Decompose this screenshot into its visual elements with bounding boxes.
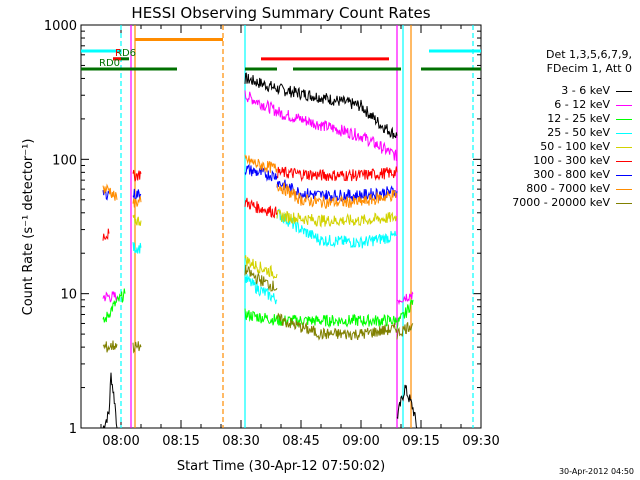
legend-label: 3 - 6 keV [561,84,610,97]
y-axis-label: Count Rate (s⁻¹ detector⁻¹) [21,139,36,316]
series-line [244,274,278,305]
x-tick-label: 08:45 [282,434,319,449]
legend-label: 12 - 25 keV [547,112,610,125]
flag-label: F [115,48,121,59]
series-line [396,322,414,340]
plot-frame [80,24,482,429]
legend-entry: 6 - 12 keV [554,98,632,111]
legend-swatch [616,188,632,190]
series-line [102,291,118,303]
x-axis-label: Start Time (30-Apr-12 07:50:02) [177,459,385,474]
legend-entry: 3 - 6 keV [561,84,632,97]
series-line [132,196,142,208]
series-line [132,169,142,182]
legend-swatch [616,90,632,92]
legend-header-line: FDecim 1, Att 0 [546,62,632,75]
series-line [102,183,118,201]
legend-swatch [616,146,632,148]
series-line [132,242,142,254]
legend-swatch [616,202,632,204]
series-line [244,197,278,219]
legend-entry: 25 - 50 keV [547,126,632,139]
legend-entry: 800 - 7000 keV [526,182,632,195]
legend-swatch [616,160,632,162]
series-line [102,340,118,353]
series-line [396,291,414,306]
x-tick-label: 09:00 [342,434,379,449]
series-line [276,208,398,249]
x-tick-label: 09:30 [462,434,499,449]
series-line [244,255,278,280]
chart-title: HESSI Observing Summary Count Rates [131,4,430,22]
flag-label: RD0 [99,58,120,69]
legend-entry: 50 - 100 keV [540,140,632,153]
x-tick-label: 08:30 [222,434,259,449]
legend-entry: 300 - 800 keV [533,168,632,181]
legend-header-line: Det 1,3,5,6,7,9, [545,48,632,61]
legend-label: 6 - 12 keV [554,98,610,111]
legend-label: 300 - 800 keV [533,168,610,181]
series-line [244,308,398,329]
series-line [244,90,398,161]
series-line [276,312,398,341]
x-tick-label: 09:15 [402,434,439,449]
plot-area: 1 10 100 1000 08:00 08:15 08:30 08:45 09:00 09:15… [44,19,500,449]
y-tick-label: 10 [60,288,77,303]
series-line [244,264,278,292]
series-line [276,182,398,209]
series-line [276,166,398,183]
x-tick-label: 08:00 [102,434,139,449]
y-tick-label: 1 [69,422,77,437]
plot-content [81,25,481,428]
y-tick-label: 1000 [44,19,77,34]
timestamp-stamp: 30-Apr-2012 04:50 [558,467,634,476]
legend-swatch [616,132,632,134]
series-line [244,163,278,182]
legend-swatch [616,118,632,120]
legend-entry: 100 - 300 keV [533,154,632,167]
series-line [132,214,142,226]
legend-swatch [616,104,632,106]
legend-label: 25 - 50 keV [547,126,610,139]
series-line [244,154,278,173]
series-line [396,299,414,330]
x-tick-label: 08:15 [162,434,199,449]
series-line [396,384,418,428]
legend-label: 100 - 300 keV [533,154,610,167]
legend-label: 7000 - 20000 keV [512,196,610,209]
legend-label: 50 - 100 keV [540,140,610,153]
series-line [102,228,110,241]
legend-label: 800 - 7000 keV [526,182,610,195]
series-line [276,179,398,203]
legend-header: Det 1,3,5,6,7,9, FDecim 1, Att 0 [508,48,632,76]
legend-entry: 12 - 25 keV [547,112,632,125]
series-line [102,372,118,428]
y-tick-label: 100 [52,153,77,168]
series-line [132,341,142,354]
series-line [102,288,126,323]
flag-label: RD6 [115,48,136,59]
series-line [244,72,398,139]
series-line [276,209,398,228]
legend-swatch [616,174,632,176]
legend-entry: 7000 - 20000 keV [512,196,632,209]
